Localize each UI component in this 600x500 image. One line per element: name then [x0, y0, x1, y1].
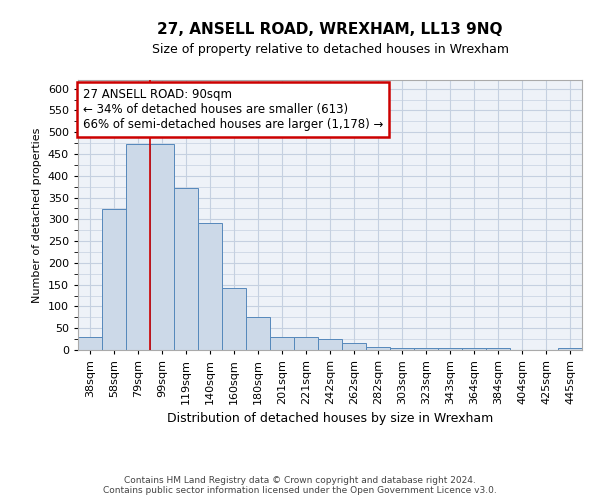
Text: 27, ANSELL ROAD, WREXHAM, LL13 9NQ: 27, ANSELL ROAD, WREXHAM, LL13 9NQ [157, 22, 503, 38]
Bar [318, 338, 342, 350]
Text: 27 ANSELL ROAD: 90sqm
← 34% of detached houses are smaller (613)
66% of semi-det: 27 ANSELL ROAD: 90sqm ← 34% of detached … [83, 88, 383, 131]
Bar [366, 346, 390, 350]
Bar [438, 348, 462, 350]
Bar [462, 348, 486, 350]
Bar [246, 318, 270, 350]
Bar [294, 338, 318, 350]
Bar [486, 348, 510, 350]
Bar [150, 144, 174, 350]
Bar [198, 224, 222, 350]
Bar [558, 348, 582, 350]
Bar [270, 336, 294, 350]
Bar [102, 210, 126, 350]
X-axis label: Distribution of detached houses by size in Wrexham: Distribution of detached houses by size … [167, 412, 493, 426]
Text: Size of property relative to detached houses in Wrexham: Size of property relative to detached ho… [151, 42, 509, 56]
Bar [126, 144, 150, 350]
Bar [414, 348, 438, 350]
Bar [222, 288, 246, 350]
Bar [342, 344, 366, 350]
Text: Contains HM Land Registry data © Crown copyright and database right 2024.
Contai: Contains HM Land Registry data © Crown c… [103, 476, 497, 495]
Bar [174, 188, 198, 350]
Y-axis label: Number of detached properties: Number of detached properties [32, 128, 42, 302]
Bar [78, 337, 102, 350]
Bar [390, 348, 414, 350]
